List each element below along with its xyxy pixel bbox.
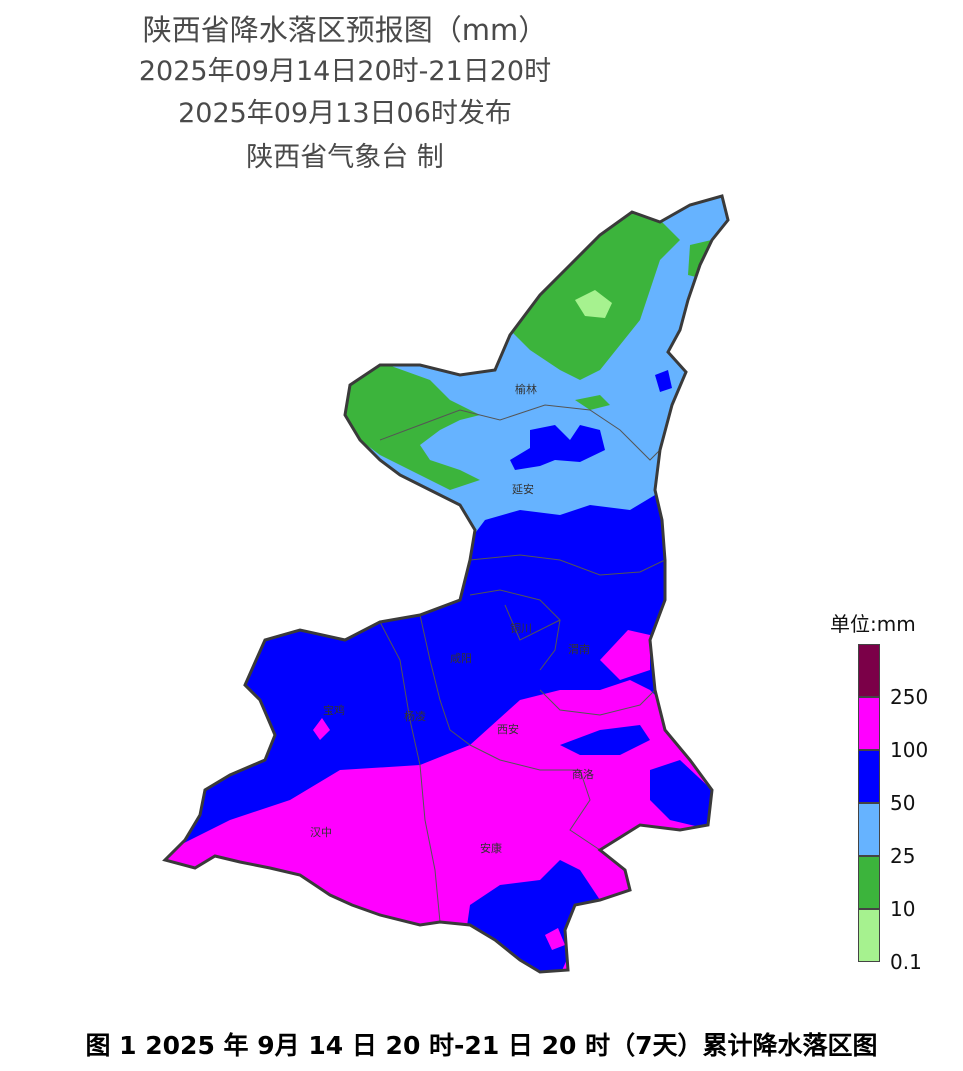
legend-bar — [858, 644, 880, 962]
band-100-250-ankang — [545, 928, 565, 950]
legend-swatch — [858, 697, 880, 750]
city-label-xianyang: 咸阳 — [450, 652, 472, 665]
legend-label: 100 — [890, 738, 929, 762]
city-label-weinan: 渭南 — [568, 643, 590, 656]
legend-swatch — [858, 856, 880, 909]
legend-label: 10 — [890, 897, 916, 921]
city-label-yangling: 杨凌 — [404, 709, 426, 723]
band-50-100-east — [650, 760, 712, 830]
map-title-block: 陕西省降水落区预报图（mm） 2025年09月14日20时-21日20时 202… — [100, 8, 590, 178]
map-title: 陕西省降水落区预报图（mm） — [142, 13, 548, 47]
city-label-xian: 西安 — [497, 722, 519, 736]
band-50-100-xian-pocket — [560, 725, 650, 755]
legend-unit: 单位:mm — [830, 612, 916, 636]
precipitation-map: 榆林 延安 铜川 咸阳 渭南 宝鸡 杨凌 西安 商洛 汉中 安康 — [162, 194, 730, 974]
city-labels: 榆林 延安 铜川 咸阳 渭南 宝鸡 杨凌 西安 商洛 汉中 安康 — [310, 382, 594, 855]
city-boundaries — [379, 404, 666, 923]
band-10-25-yulin-strip — [575, 395, 610, 410]
legend-label: 0.1 — [890, 950, 922, 974]
city-label-hanzhong: 汉中 — [310, 826, 332, 839]
forecast-period: 2025年09月14日20时-21日20时 — [138, 56, 552, 87]
city-label-ankang: 安康 — [480, 841, 502, 855]
band-100-250-weinan — [600, 630, 650, 680]
legend: 单位:mm 250 100 50 25 10 0.1 — [830, 608, 960, 974]
publisher: 陕西省气象台 制 — [246, 142, 444, 173]
legend-label: 250 — [890, 685, 929, 709]
city-label-shangluo: 商洛 — [572, 767, 594, 781]
band-01-10 — [575, 290, 612, 318]
legend-label: 50 — [890, 791, 916, 815]
city-label-tongchuan: 铜川 — [510, 621, 532, 635]
city-label-baoji: 宝鸡 — [323, 703, 345, 717]
legend-swatch — [858, 750, 880, 803]
legend-swatch — [858, 803, 880, 856]
city-label-yulin: 榆林 — [515, 382, 537, 396]
issue-time: 2025年09月13日06时发布 — [178, 98, 512, 129]
legend-swatch — [858, 644, 880, 697]
band-50-100-yanan-pocket — [510, 425, 605, 470]
figure-caption: 图 1 2025 年 9月 14 日 20 时-21 日 20 时（7天）累计降… — [85, 1031, 878, 1060]
province-outline — [162, 194, 730, 974]
city-label-yanan: 延安 — [512, 482, 534, 496]
legend-label: 25 — [890, 844, 916, 868]
legend-swatch — [858, 909, 880, 962]
band-100-250-baoji — [313, 718, 330, 740]
band-50-100-yulin-pocket — [655, 370, 672, 392]
